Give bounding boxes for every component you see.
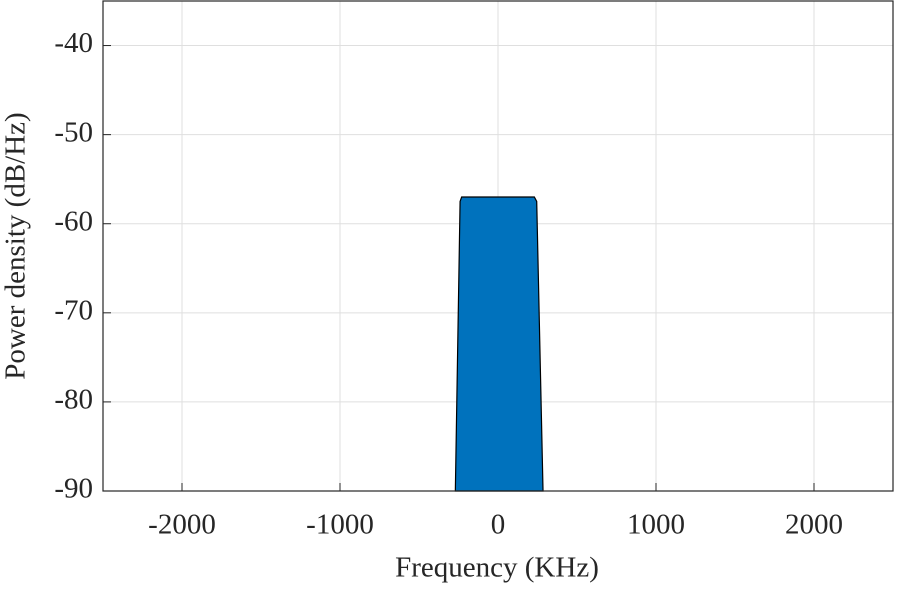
x-tick-label: -1000 (306, 509, 374, 541)
x-axis-label: Frequency (KHz) (395, 552, 599, 584)
y-tick-label: -70 (54, 294, 93, 326)
axes-box (102, 0, 894, 492)
x-tick-label: -2000 (148, 509, 216, 541)
y-tick-label: -50 (54, 116, 93, 148)
area (454, 196, 544, 492)
y-tick-label: -90 (54, 473, 93, 505)
x-tick-label: 2000 (785, 509, 843, 541)
y-axis-label: Power density (dB/Hz) (0, 112, 32, 379)
x-tick-label: 1000 (627, 509, 685, 541)
y-tick-label: -80 (54, 384, 93, 416)
x-tick-label: 0 (491, 509, 506, 541)
y-tick-label: -40 (54, 27, 93, 59)
y-tick-label: -60 (54, 205, 93, 237)
